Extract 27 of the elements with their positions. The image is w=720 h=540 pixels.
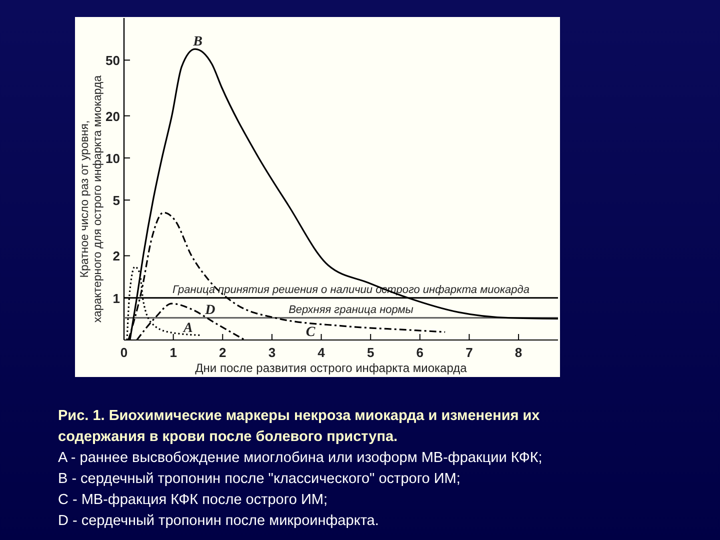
x-tick-label: 4 bbox=[318, 345, 326, 360]
series-label: C bbox=[306, 324, 316, 340]
y-tick-label: 2 bbox=[112, 248, 120, 264]
series-label: B bbox=[192, 34, 202, 50]
y-axis-title: Кратное число раз от уровня, характерного для острого инфаркта миокарда bbox=[79, 74, 104, 323]
y-tick-label: 20 bbox=[106, 108, 120, 124]
x-tick-label: 0 bbox=[120, 345, 128, 360]
y-tick-label: 10 bbox=[106, 150, 120, 166]
text: Рис. 1. Биохимические маркеры некроза миокарда и изменения их содержания в крови после болевого приступа. bbox=[58, 408, 540, 445]
series-label: D bbox=[204, 303, 216, 318]
text: B - сердечный тропонин после "классического" острого ИМ; bbox=[58, 471, 460, 487]
y-tick-label: 50 bbox=[106, 53, 120, 68]
text: D - сердечный тропонин после микроинфаркта. bbox=[58, 513, 379, 529]
x-tick-label: 8 bbox=[514, 345, 522, 360]
x-tick-label: 5 bbox=[366, 345, 374, 360]
x-axis-title: Дни после развития острого инфаркта миокарда bbox=[195, 361, 468, 375]
x-tick-label: 2 bbox=[219, 345, 226, 360]
text: A - раннее высвобождение миоглобина или изоформ МВ-фракции КФК; bbox=[58, 450, 542, 466]
x-tick-label: 1 bbox=[170, 345, 177, 360]
y-tick-label: 1 bbox=[112, 290, 120, 306]
series-label: A bbox=[182, 320, 193, 336]
x-tick-label: 3 bbox=[268, 345, 276, 360]
y-tick-label: 5 bbox=[112, 193, 120, 208]
text: C - МВ-фракция КФК после острого ИМ; bbox=[58, 492, 328, 508]
x-tick-label: 6 bbox=[416, 345, 424, 360]
ref-line-label: Верхняя граница нормы bbox=[288, 304, 414, 316]
x-tick-label: 7 bbox=[466, 345, 473, 360]
